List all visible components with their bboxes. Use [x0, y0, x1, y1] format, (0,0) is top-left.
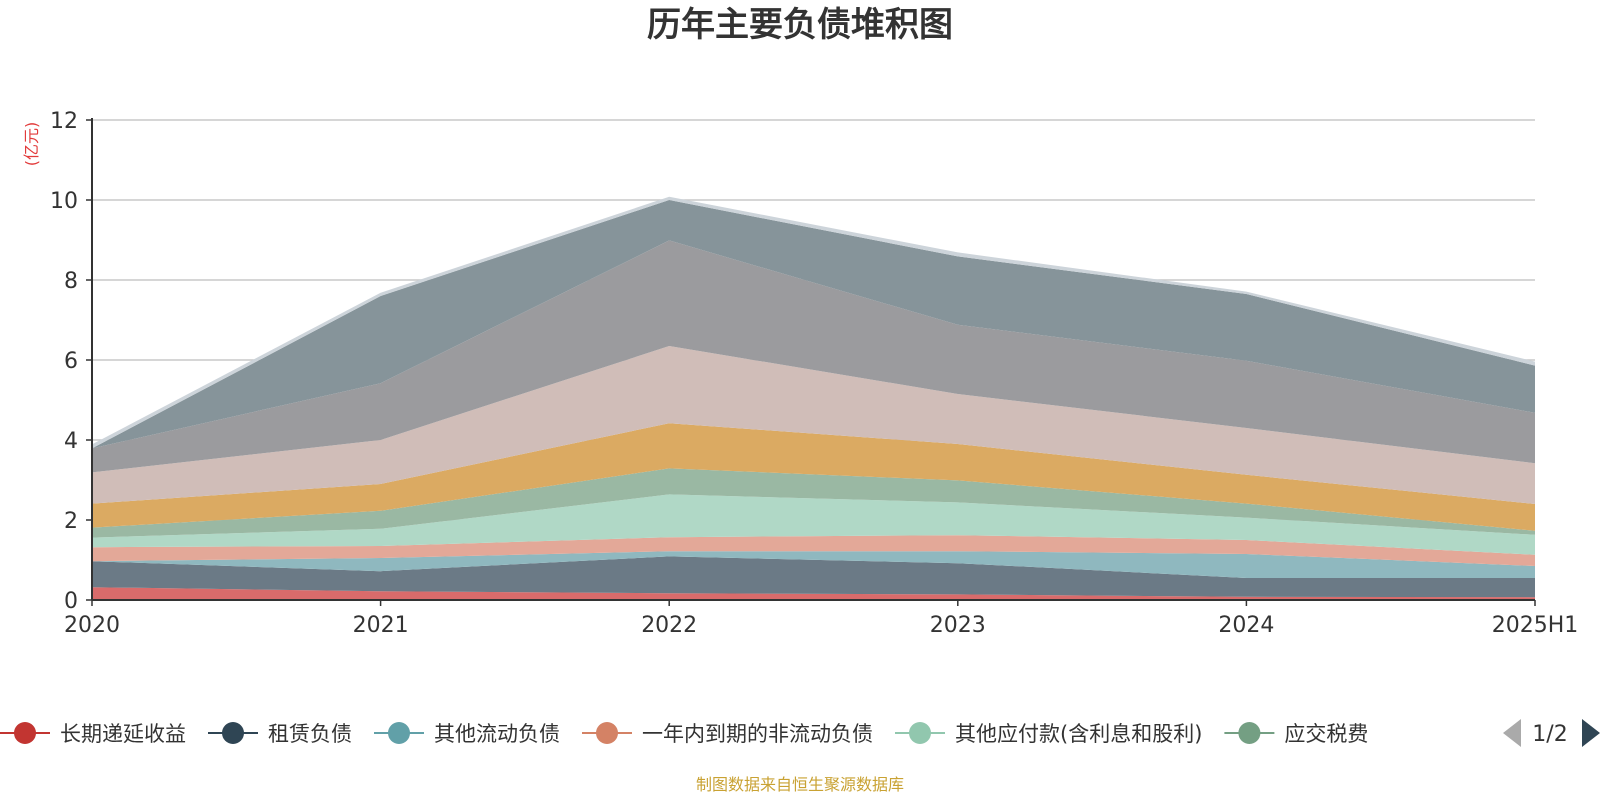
x-tick-label: 2023 — [930, 613, 986, 638]
area-series-7 — [92, 423, 1535, 531]
legend: 长期递延收益 租赁负债 其他流动负债 一年内到期的非流动负债 其他应付款(含利息和股利)… — [0, 722, 1368, 746]
legend-label: 其他流动负债 — [434, 722, 560, 746]
area-series-3 — [92, 551, 1535, 578]
legend-marker — [909, 722, 931, 744]
area-series-5 — [92, 494, 1535, 555]
area-series-6 — [92, 468, 1535, 538]
legend-page-indicator: 1/2 — [1532, 722, 1567, 747]
area-series-2 — [92, 556, 1535, 598]
area-series-4 — [92, 535, 1535, 566]
x-tick-label: 2022 — [641, 613, 697, 638]
area-series-10 — [92, 200, 1535, 449]
x-tick-label: 2020 — [64, 613, 120, 638]
triangle-right-icon[interactable] — [1582, 719, 1600, 747]
y-tick-label: 12 — [50, 109, 78, 134]
source-note: 制图数据来自恒生聚源数据库 — [696, 775, 904, 794]
legend-pager: 1/2 — [1503, 719, 1600, 747]
legend-label: 应交税费 — [1284, 722, 1368, 746]
stacked-areas — [92, 196, 1535, 600]
x-tick-label: 2021 — [353, 613, 409, 638]
triangle-left-icon[interactable] — [1503, 719, 1521, 747]
legend-marker — [1238, 722, 1261, 744]
legend-marker — [14, 722, 36, 744]
legend-label: 其他应付款(含利息和股利) — [955, 722, 1202, 746]
legend-label: 一年内到期的非流动负债 — [642, 722, 873, 746]
area-series-9 — [92, 240, 1535, 473]
legend-label: 长期递延收益 — [60, 722, 186, 746]
area-series-8 — [92, 346, 1535, 504]
y-tick-label: 10 — [50, 189, 78, 214]
legend-label: 租赁负债 — [268, 722, 352, 746]
legend-marker — [388, 722, 410, 744]
axes: 0 2 4 6 8 10 12 2020 2021 2022 2023 2024 2025H1 — [50, 109, 1578, 638]
y-tick-label: 4 — [64, 429, 78, 454]
x-tick-label: 2024 — [1218, 613, 1274, 638]
legend-marker — [222, 722, 244, 744]
area-series-1 — [92, 587, 1535, 600]
y-tick-label: 0 — [64, 589, 78, 614]
chart-title: 历年主要负债堆积图 — [647, 5, 953, 45]
y-tick-label: 2 — [64, 509, 78, 534]
y-tick-label: 8 — [64, 269, 78, 294]
y-axis-unit-label: (亿元) — [22, 122, 41, 167]
y-tick-label: 6 — [64, 349, 78, 374]
x-tick-label: 2025H1 — [1492, 613, 1579, 638]
legend-marker — [596, 722, 618, 744]
